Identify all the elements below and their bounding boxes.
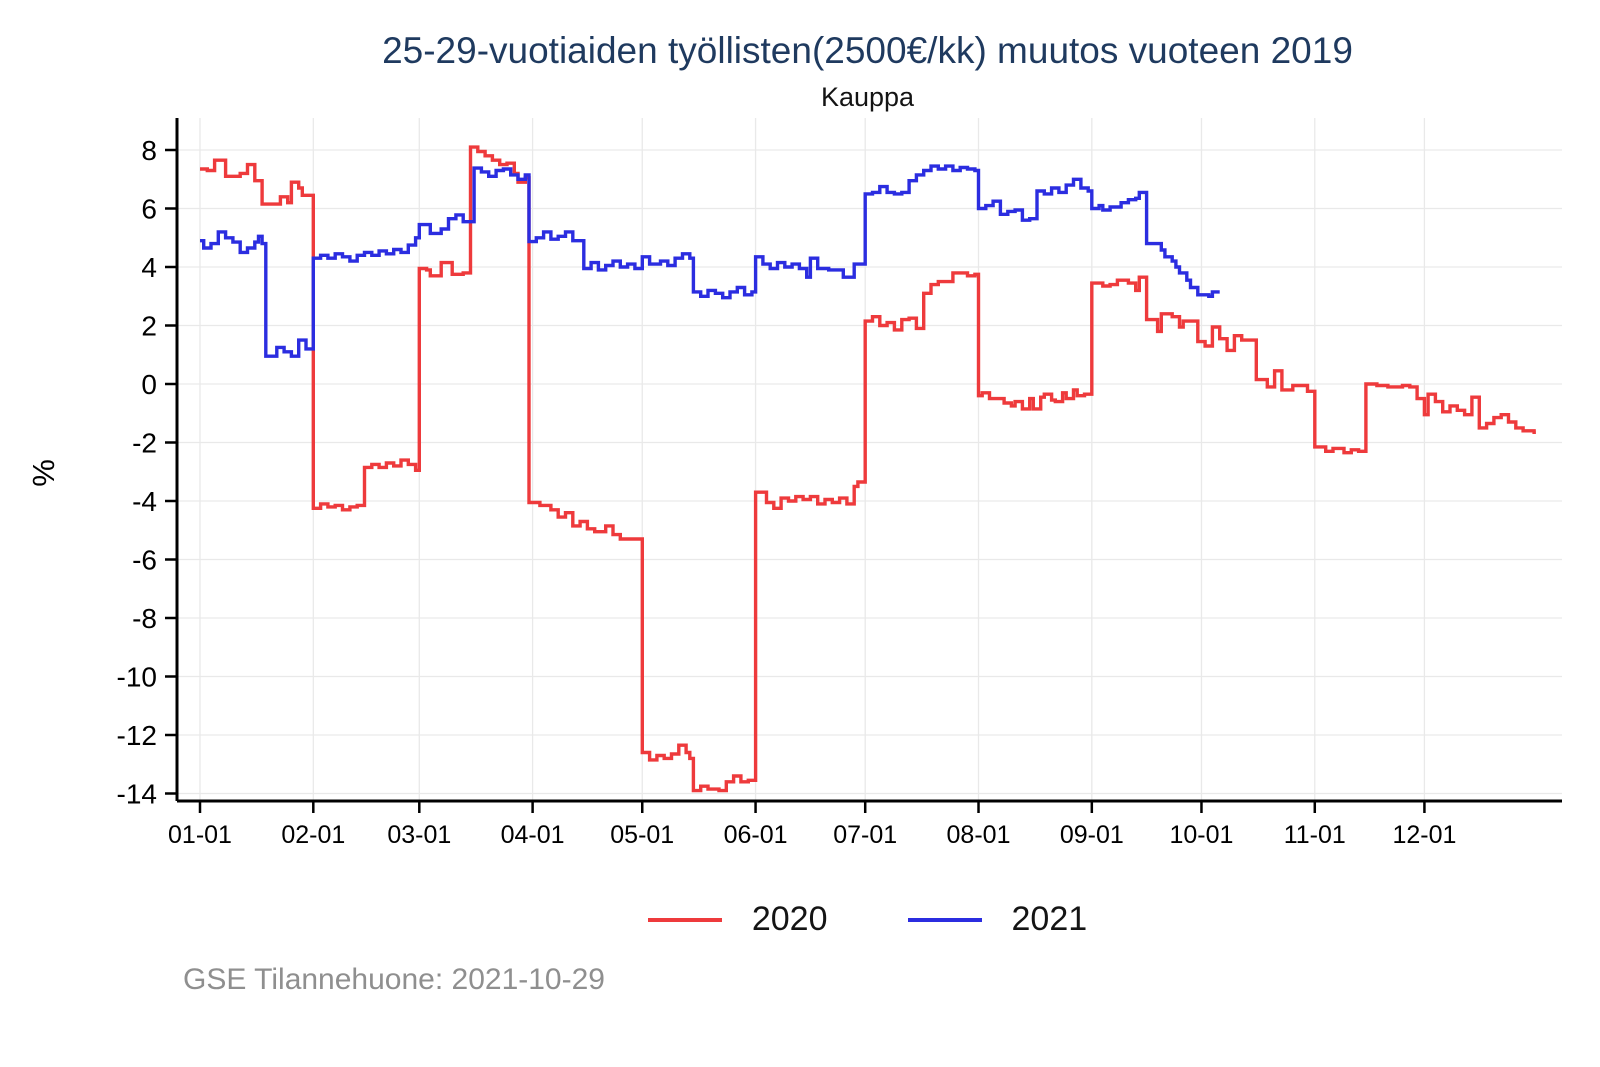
y-tick-label: 6	[141, 194, 157, 225]
y-tick-label: -12	[117, 720, 157, 751]
x-tick-label: 08-01	[947, 821, 1011, 849]
y-tick-label: -8	[132, 603, 157, 634]
y-tick-label: 2	[141, 311, 157, 342]
legend-label-2020: 2020	[751, 900, 828, 938]
x-tick-label: 05-01	[610, 821, 674, 849]
legend-item-2020: 2020	[647, 900, 828, 939]
legend-label-2021: 2021	[1011, 900, 1088, 938]
series-2021-line	[200, 164, 1220, 358]
series-2020-line	[200, 145, 1536, 793]
y-tick-label: -2	[132, 428, 157, 459]
chart-title: 25-29-vuotiaiden työllisten(2500€/kk) mu…	[382, 30, 1353, 71]
legend-line-2020	[647, 917, 722, 922]
x-tick-label: 02-01	[281, 821, 345, 849]
y-tick-label: -14	[117, 779, 157, 810]
x-tick-label: 10-01	[1169, 821, 1233, 849]
x-tick-label: 03-01	[387, 821, 451, 849]
legend-item-2021: 2021	[907, 900, 1088, 939]
y-tick-label: 8	[141, 135, 157, 166]
x-tick-label: 07-01	[833, 821, 897, 849]
legend-line-2021	[907, 917, 982, 922]
y-tick-label: -4	[132, 486, 157, 517]
x-tick-label: 12-01	[1392, 821, 1456, 849]
x-tick-label: 06-01	[724, 821, 788, 849]
y-tick-label: -10	[117, 662, 157, 693]
x-tick-label: 01-01	[168, 821, 232, 849]
source-note: GSE Tilannehuone: 2021-10-29	[183, 963, 605, 996]
y-tick-label: 0	[141, 369, 157, 400]
legend: 2020 2021	[170, 900, 1565, 939]
x-tick-label: 09-01	[1060, 821, 1124, 849]
y-tick-label: 4	[141, 252, 157, 283]
x-tick-label: 11-01	[1284, 821, 1346, 849]
y-tick-label: -6	[132, 545, 157, 576]
chart-subtitle: Kauppa	[820, 82, 915, 112]
x-tick-label: 04-01	[501, 821, 565, 849]
